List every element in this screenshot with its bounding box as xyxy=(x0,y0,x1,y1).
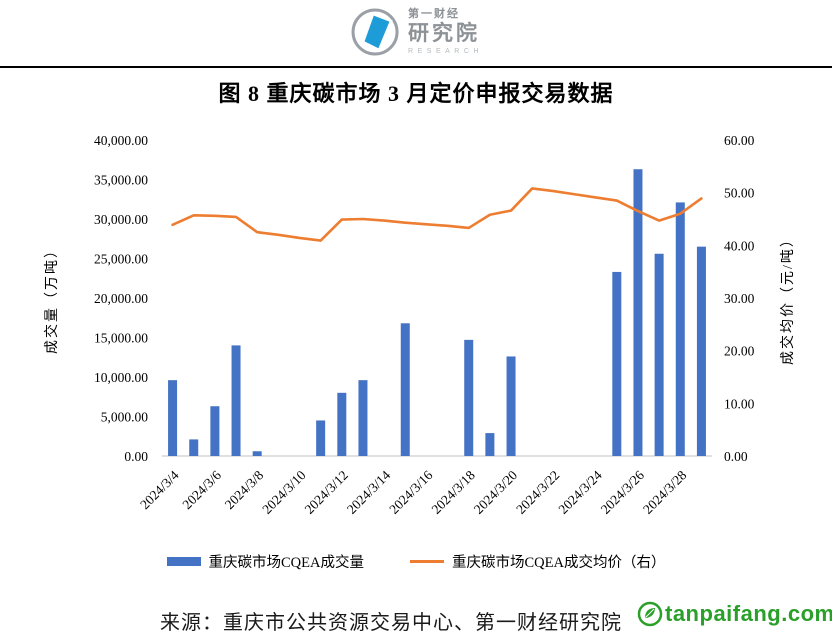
source-note: 来源：重庆市公共资源交易中心、第一财经研究院 xyxy=(160,612,622,634)
left-axis-tick-label: 25,000.00 xyxy=(94,252,148,267)
x-axis-tick-label: 2024/3/18 xyxy=(429,467,478,516)
dual-axis-chart: 0.00 5,000.00 10,000.00 15,000.00 20,000.00 2… xyxy=(43,133,796,517)
watermark-leaf-icon xyxy=(637,601,663,627)
right-axis-tick-label: 60.00 xyxy=(724,133,755,148)
legend-item-price: 重庆碳市场CQEA成交均价（右） xyxy=(410,551,665,572)
watermark: tanpaifang.com xyxy=(637,601,832,627)
volume-bar xyxy=(506,356,516,456)
volume-bar xyxy=(675,202,685,456)
volume-bar xyxy=(210,406,220,456)
left-axis-tick-label: 35,000.00 xyxy=(94,173,148,188)
left-axis-tick-label: 5,000.00 xyxy=(101,410,149,425)
legend-item-volume: 重庆碳市场CQEA成交量 xyxy=(166,551,364,572)
logo-mark-icon xyxy=(351,8,399,56)
left-axis-tick-label: 10,000.00 xyxy=(94,370,148,385)
volume-bar xyxy=(485,433,495,456)
x-axis-tick-label: 2024/3/4 xyxy=(137,467,182,512)
volume-bar xyxy=(654,253,664,456)
logo-text: 第一财经 研究院 RESEARCH xyxy=(408,8,483,56)
volume-bar xyxy=(252,451,262,456)
logo-cn-small: 第一财经 xyxy=(408,8,461,20)
header-divider xyxy=(0,66,832,68)
x-axis-tick-label: 2024/3/26 xyxy=(598,467,647,516)
x-axis-tick-label: 2024/3/6 xyxy=(179,467,224,512)
legend-volume-label: 重庆碳市场CQEA成交量 xyxy=(208,555,364,571)
left-axis-tick-label: 30,000.00 xyxy=(94,212,148,227)
right-axis-tick-label: 0.00 xyxy=(724,449,748,464)
x-axis-tick-label: 2024/3/20 xyxy=(471,467,520,516)
right-axis-title: 成交均价（元/吨） xyxy=(779,231,796,365)
logo-en: RESEARCH xyxy=(408,48,483,55)
left-axis-tick-label: 40,000.00 xyxy=(94,133,148,148)
x-axis-tick-label: 2024/3/16 xyxy=(386,467,435,516)
watermark-text: tanpaifang.com xyxy=(665,601,832,626)
right-axis-tick-label: 20.00 xyxy=(724,344,755,359)
volume-bar xyxy=(231,345,241,456)
volume-bar xyxy=(358,380,368,456)
volume-bar xyxy=(316,420,326,456)
x-axis-tick-label: 2024/3/10 xyxy=(259,467,308,516)
x-axis-tick-label: 2024/3/14 xyxy=(344,467,393,516)
x-axis-tick-label: 2024/3/22 xyxy=(513,468,562,517)
logo-cn-large: 研究院 xyxy=(408,22,481,45)
logo-diamond xyxy=(361,12,393,52)
volume-bar xyxy=(337,392,347,456)
legend-price-swatch xyxy=(410,560,444,563)
left-axis-title: 成交量（万吨） xyxy=(43,242,60,354)
volume-bar xyxy=(400,323,410,456)
left-axis-tick-label: 0.00 xyxy=(124,449,148,464)
x-axis-tick-label: 2024/3/12 xyxy=(302,468,351,517)
right-axis-tick-label: 30.00 xyxy=(724,291,755,306)
legend-volume-swatch xyxy=(166,557,201,566)
left-axis-tick-label: 20,000.00 xyxy=(94,291,148,306)
left-axis-tick-label: 15,000.00 xyxy=(94,331,148,346)
x-axis-tick-label: 2024/3/28 xyxy=(640,467,689,516)
volume-bar xyxy=(633,169,643,457)
chart-title: 图 8 重庆碳市场 3 月定价申报交易数据 xyxy=(218,81,614,106)
brand-logo: 第一财经 研究院 RESEARCH xyxy=(349,6,483,58)
right-axis-tick-label: 40.00 xyxy=(724,238,755,253)
x-axis-tick-label: 2024/3/24 xyxy=(555,467,604,516)
volume-bar xyxy=(696,246,706,456)
logo-circle xyxy=(351,8,399,56)
volume-bar xyxy=(168,380,178,456)
chart-legend: 重庆碳市场CQEA成交量 重庆碳市场CQEA成交均价（右） xyxy=(0,551,832,572)
volume-bar xyxy=(189,439,199,456)
price-line xyxy=(171,187,703,242)
volume-bar xyxy=(464,339,474,456)
legend-price-label: 重庆碳市场CQEA成交均价（右） xyxy=(452,555,666,571)
right-axis-tick-label: 50.00 xyxy=(724,186,755,201)
right-axis-tick-label: 10.00 xyxy=(724,396,755,411)
volume-bar xyxy=(612,271,622,456)
